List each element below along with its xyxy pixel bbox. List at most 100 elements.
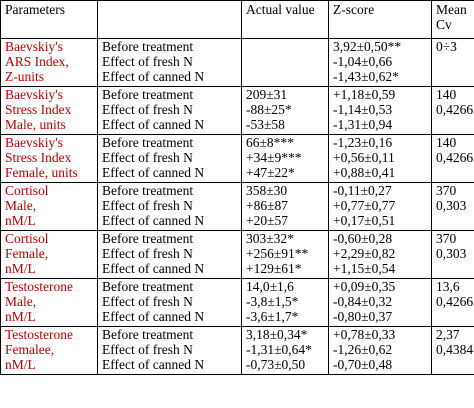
z-score-cell-line: +0,78±0,33 — [333, 327, 396, 343]
actual-value-cell-line: -88±25* — [246, 102, 292, 118]
z-score-cell-line: -1,04±0,66 — [333, 54, 393, 70]
condition-cell-line: Before treatment — [102, 327, 194, 343]
z-score-cell: 3,92±0,50** -1,04±0,66 -1,43±0,62* — [328, 38, 432, 87]
z-score-cell-line: +0,88±0,41 — [333, 165, 396, 181]
mean-cv-cell-line: 0,4266 — [436, 102, 474, 118]
mean-cv-cell-line: 0,4266 — [436, 150, 474, 166]
condition-cell-line: Effect of fresh N — [102, 102, 193, 118]
parameter-cell: Cortisol Female, nM/L — [0, 230, 98, 279]
z-score-cell-line: 3,92±0,50** — [333, 39, 402, 55]
header-condition — [97, 0, 242, 39]
mean-cv-cell: 370 0,303 — [431, 182, 474, 231]
z-score-cell-line: +0,56±0,11 — [333, 150, 395, 166]
z-score-cell: -0,11±0,27 +0,77±0,77 +0,17±0,51 — [328, 182, 432, 231]
z-score-cell-line: -1,14±0,53 — [333, 102, 393, 118]
condition-cell-line: Effect of fresh N — [102, 294, 193, 310]
actual-value-cell-line: +86±87 — [246, 198, 289, 214]
parameter-cell-line: Baevskiy's — [5, 39, 63, 55]
parameter-cell: Baevskiy's Stress Index Male, units — [0, 86, 98, 135]
z-score-cell-line: +0,17±0,51 — [333, 213, 396, 229]
mean-cv-cell-line: 370 — [436, 231, 457, 247]
actual-value-cell: 303±32* +256±91** +129±61* — [241, 230, 329, 279]
actual-value-cell-line: 209±31 — [246, 87, 288, 103]
condition-cell: Before treatment Effect of fresh N Effect … — [97, 326, 242, 375]
parameter-cell-line: nM/L — [5, 357, 36, 373]
actual-value-cell-line: 66±8*** — [246, 135, 294, 151]
z-score-cell-line: +0,77±0,77 — [333, 198, 396, 214]
condition-cell-line: Before treatment — [102, 231, 194, 247]
z-score-cell-line: -1,43±0,62* — [333, 69, 399, 85]
z-score-cell-line: +2,29±0,82 — [333, 246, 396, 262]
condition-cell-line: Before treatment — [102, 87, 194, 103]
actual-value-cell-line: +256±91** — [246, 246, 309, 262]
condition-cell-line: Effect of canned N — [102, 357, 205, 373]
table-row: Baevskiy's Stress Index Female, units Befor… — [0, 134, 474, 183]
z-score-cell-line: -1,31±0,94 — [333, 117, 393, 133]
condition-cell: Before treatment Effect of fresh N Effect … — [97, 134, 242, 183]
actual-value-cell-line: 358±30 — [246, 183, 288, 199]
parameter-cell-line: nM/L — [5, 261, 36, 277]
actual-value-cell-line: -3,6±1,7* — [246, 309, 299, 325]
actual-value-cell-line: +20±57 — [246, 213, 289, 229]
mean-cv-cell: 2,37 0,4384 — [431, 326, 474, 375]
actual-value-cell-line: +129±61* — [246, 261, 302, 277]
parameter-cell-line: Baevskiy's — [5, 135, 63, 151]
parameter-cell-line: Stress Index — [5, 150, 72, 166]
actual-value-cell-line: -0,73±0,50 — [246, 357, 306, 373]
mean-cv-cell-line: 2,37 — [436, 327, 460, 343]
z-score-cell: +0,78±0,33 -1,26±0,62 -0,70±0,48 — [328, 326, 432, 375]
z-score-cell-line: -0,84±0,32 — [333, 294, 393, 310]
mean-cv-cell-line: 140 — [436, 135, 457, 151]
condition-cell-line: Before treatment — [102, 279, 194, 295]
parameter-cell-line: Cortisol — [5, 231, 49, 247]
header-z-score: Z-score — [328, 0, 432, 39]
condition-cell-line: Effect of canned N — [102, 165, 205, 181]
parameter-cell-line: Cortisol — [5, 183, 49, 199]
mean-cv-cell: 13,6 0,4266 — [431, 278, 474, 327]
parameter-cell-line: nM/L — [5, 213, 36, 229]
condition-cell-line: Before treatment — [102, 135, 194, 151]
header-row: Parameters Actual value Z-score Mean Cv — [0, 0, 474, 39]
actual-value-cell-line: 303±32* — [246, 231, 294, 247]
condition-cell-line: Before treatment — [102, 183, 194, 199]
parameter-cell: Testosterone Femalee, nM/L — [0, 326, 98, 375]
condition-cell-line: Effect of canned N — [102, 261, 205, 277]
header-actual-value: Actual value — [241, 0, 329, 39]
condition-cell: Before treatment Effect of fresh N Effect … — [97, 230, 242, 279]
parameter-cell-line: Stress Index — [5, 102, 72, 118]
z-score-cell-line: +1,15±0,54 — [333, 261, 396, 277]
condition-cell: Before treatment Effect of fresh N Effect … — [97, 86, 242, 135]
mean-cv-cell-line: 0,303 — [436, 198, 467, 214]
condition-cell-line: Effect of fresh N — [102, 246, 193, 262]
parameter-cell-line: Male, — [5, 198, 37, 214]
mean-cv-cell: 0÷3 — [431, 38, 474, 87]
actual-value-cell-line: -53±58 — [246, 117, 285, 133]
condition-cell: Before treatment Effect of fresh N Effect … — [97, 278, 242, 327]
table-row: Testosterone Femalee, nM/L Before treatment… — [0, 326, 474, 375]
mean-cv-cell: 140 0,4266 — [431, 86, 474, 135]
mean-cv-cell-line: 0,4266 — [436, 294, 474, 310]
parameter-cell-line: nM/L — [5, 309, 36, 325]
z-score-cell-line: -0,60±0,28 — [333, 231, 393, 247]
parameter-cell-line: Female, — [5, 246, 49, 262]
z-score-cell-line: -0,11±0,27 — [333, 183, 392, 199]
z-score-cell: -1,23±0,16 +0,56±0,11 +0,88±0,41 — [328, 134, 432, 183]
mean-cv-cell: 370 0,303 — [431, 230, 474, 279]
condition-cell-line: Effect of fresh N — [102, 54, 193, 70]
actual-value-cell-line: 14,0±1,6 — [246, 279, 294, 295]
z-score-cell-line: +1,18±0,59 — [333, 87, 396, 103]
actual-value-cell: 66±8*** +34±9*** +47±22* — [241, 134, 329, 183]
condition-cell-line: Effect of canned N — [102, 69, 205, 85]
parameter-cell-line: Testosterone — [5, 279, 74, 295]
z-score-cell: +1,18±0,59 -1,14±0,53 -1,31±0,94 — [328, 86, 432, 135]
parameter-cell-line: Femalee, — [5, 342, 55, 358]
header-mean-cv: Mean Cv — [431, 0, 474, 39]
mean-cv-cell-line: 0,303 — [436, 246, 467, 262]
actual-value-cell: 3,18±0,34* -1,31±0,64* -0,73±0,50 — [241, 326, 329, 375]
actual-value-cell-line: +34±9*** — [246, 150, 302, 166]
actual-value-cell-line: +47±22* — [246, 165, 295, 181]
condition-cell-line: Effect of canned N — [102, 309, 205, 325]
z-score-cell-line: -1,26±0,62 — [333, 342, 393, 358]
mean-cv-cell-line: 0,4384 — [436, 342, 474, 358]
parameter-cell: Cortisol Male, nM/L — [0, 182, 98, 231]
